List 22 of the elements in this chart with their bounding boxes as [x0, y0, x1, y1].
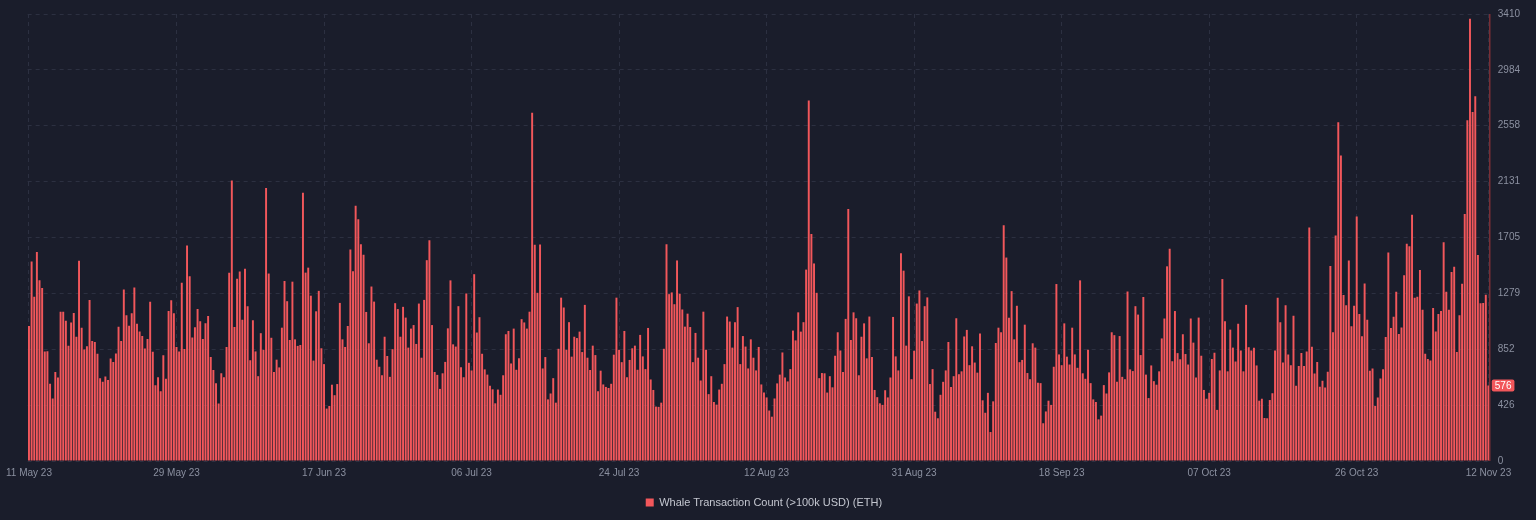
y-tick-label: 1279: [1497, 287, 1521, 299]
x-tick-label: 07 Oct 23: [1187, 466, 1232, 478]
x-tick-label: 24 Jul 23: [598, 466, 640, 478]
annotation: 576: [1494, 379, 1512, 391]
x-tick-label: 17 Jun 23: [302, 466, 347, 478]
x-tick-label: 06 Jul 23: [451, 466, 493, 478]
x-tick-label: 31 Aug 23: [891, 466, 938, 478]
x-tick-label: 11 May 23: [6, 466, 53, 478]
x-tick-label: 12 Aug 23: [744, 466, 790, 478]
y-tick-label: 426: [1497, 398, 1515, 410]
y-tick-label: 2558: [1497, 119, 1521, 131]
y-tick-label: 0: [1497, 454, 1504, 466]
y-tick-label: 852: [1497, 343, 1515, 355]
x-tick-label: 29 May 23: [153, 466, 201, 478]
y-tick-label: 3410: [1497, 7, 1521, 19]
x-tick-label: 26 Oct 23: [1335, 466, 1379, 478]
y-tick-label: 2984: [1497, 63, 1521, 75]
y-tick-label: 1705: [1497, 231, 1521, 243]
legend-label: Whale Transaction Count (>100k USD) (ETH): [659, 495, 883, 508]
x-tick-label: 12 Nov 23: [1465, 466, 1512, 478]
x-tick-label: 18 Sep 23: [1038, 466, 1085, 478]
y-tick-label: 2131: [1497, 175, 1521, 187]
